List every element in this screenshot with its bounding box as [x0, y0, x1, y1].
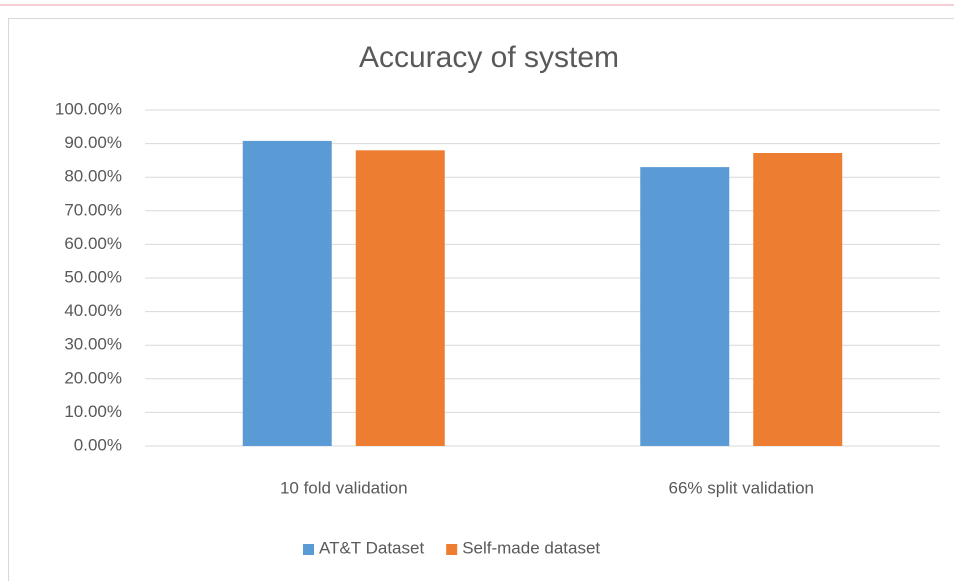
y-tick-label: 20.00% — [64, 368, 122, 387]
bar — [640, 167, 730, 446]
y-tick-label: 50.00% — [64, 267, 122, 286]
chart-title: Accuracy of system — [359, 41, 619, 74]
y-tick-label: 70.00% — [64, 200, 122, 219]
legend-swatch — [446, 544, 458, 555]
y-tick-label: 80.00% — [64, 167, 122, 186]
y-tick-label: 90.00% — [64, 133, 122, 152]
y-tick-label: 10.00% — [64, 402, 122, 421]
legend-label: AT&T Dataset — [319, 538, 424, 557]
x-tick-label: 66% split validation — [668, 478, 814, 497]
y-tick-label: 60.00% — [64, 234, 122, 253]
bar — [753, 153, 843, 446]
chart-frame — [8, 18, 954, 581]
y-tick-label: 100.00% — [55, 99, 122, 118]
y-tick-label: 0.00% — [74, 435, 122, 454]
y-tick-label: 40.00% — [64, 301, 122, 320]
legend-swatch — [303, 544, 314, 555]
bar — [242, 140, 332, 447]
x-tick-label: 10 fold validation — [280, 478, 408, 497]
legend-label: Self-made dataset — [462, 538, 600, 557]
bar — [355, 150, 445, 446]
y-tick-label: 30.00% — [64, 335, 122, 354]
